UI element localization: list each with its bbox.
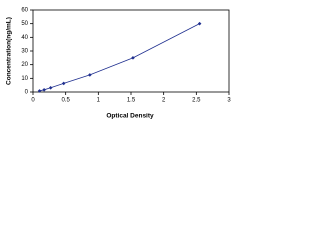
y-tick-label: 20 [21,62,28,68]
point [37,89,42,93]
fit-curve [39,23,200,92]
y-tick-label: 60 [21,8,28,14]
x-tick-label: 2.5 [192,98,201,104]
x-tick-label: 0.5 [61,98,70,104]
x-tick-label: 3 [227,98,231,104]
y-tick-label: 50 [21,21,28,27]
x-tick-label: 1 [97,98,101,104]
point [48,85,53,90]
x-tick-label: 2 [162,98,166,104]
point [61,81,66,86]
x-tick-label: 1.5 [127,98,136,104]
x-tick-label: 0 [31,98,35,104]
point [131,56,135,60]
chart: Optical Density Concentration(ng/mL) 010… [6,8,232,120]
page: {"chart_data": {"type": "scatter", "x_la… [5,7,232,120]
y-tick-label: 10 [21,76,28,82]
y-tick-label: 30 [21,49,28,55]
point [197,21,202,26]
x-axis-title: Optical Density [106,113,154,120]
point [88,73,92,77]
point [42,88,46,92]
y-axis-title: Concentration(ng/mL) [6,17,13,85]
y-tick-label: 40 [21,35,28,41]
y-tick-label: 0 [25,90,29,96]
